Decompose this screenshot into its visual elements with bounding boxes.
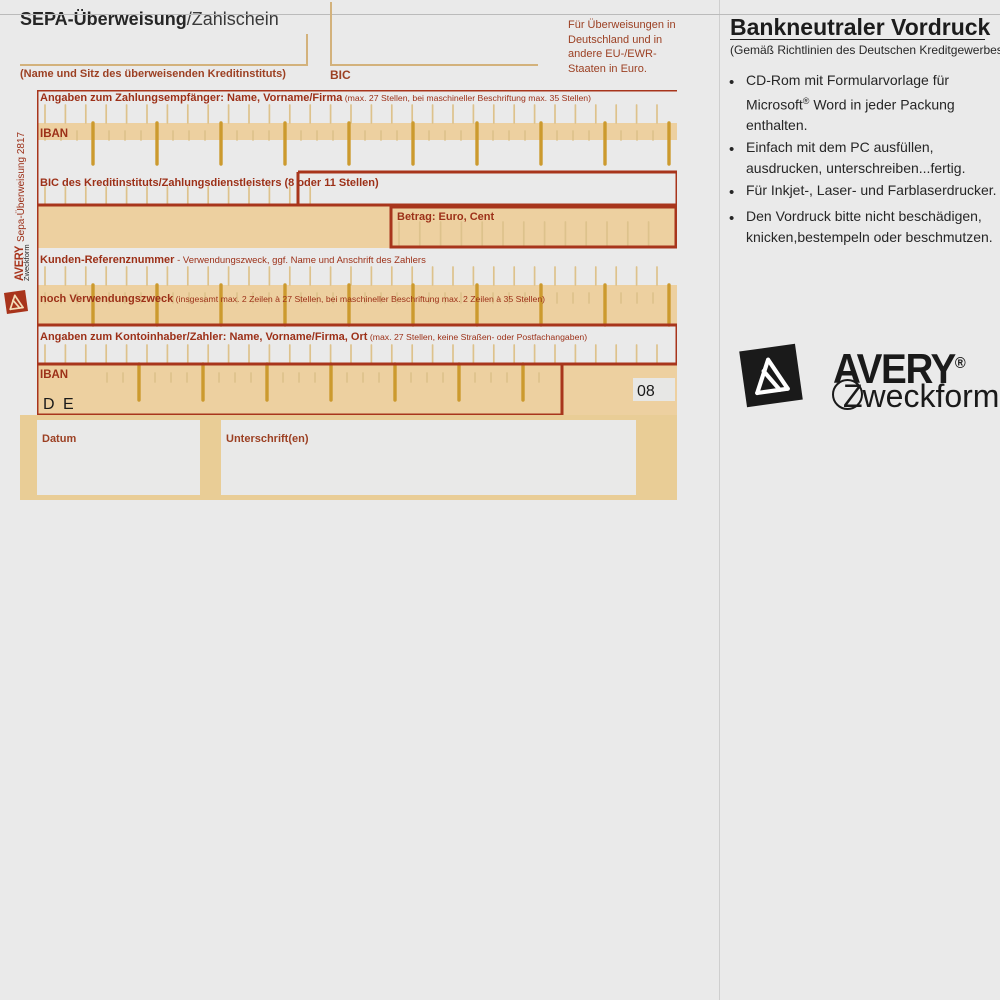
svg-text:Kunden-Referenznummer - Verwe: Kunden-Referenznummer - Verwendungszweck… bbox=[40, 254, 426, 266]
svg-text:Angaben zum Kontoinhaber/Zahle: Angaben zum Kontoinhaber/Zahler: Name, V… bbox=[40, 331, 587, 343]
svg-text:BIC des Kreditinstituts/Zahlun: BIC des Kreditinstituts/Zahlungsdienstle… bbox=[40, 177, 379, 189]
svg-text:noch Verwendungszweck (insges: noch Verwendungszweck (insgesamt max. 2 … bbox=[40, 293, 545, 305]
svg-text:IBAN: IBAN bbox=[40, 369, 68, 381]
svg-text:08: 08 bbox=[637, 383, 655, 400]
svg-text:Betrag: Euro, Cent: Betrag: Euro, Cent bbox=[397, 211, 495, 223]
svg-text:D: D bbox=[43, 396, 55, 413]
svg-text:IBAN: IBAN bbox=[40, 128, 68, 140]
svg-text:E: E bbox=[63, 396, 74, 413]
svg-text:Angaben zum Zahlungsempfänger:: Angaben zum Zahlungsempfänger: Name, Vor… bbox=[40, 92, 591, 104]
